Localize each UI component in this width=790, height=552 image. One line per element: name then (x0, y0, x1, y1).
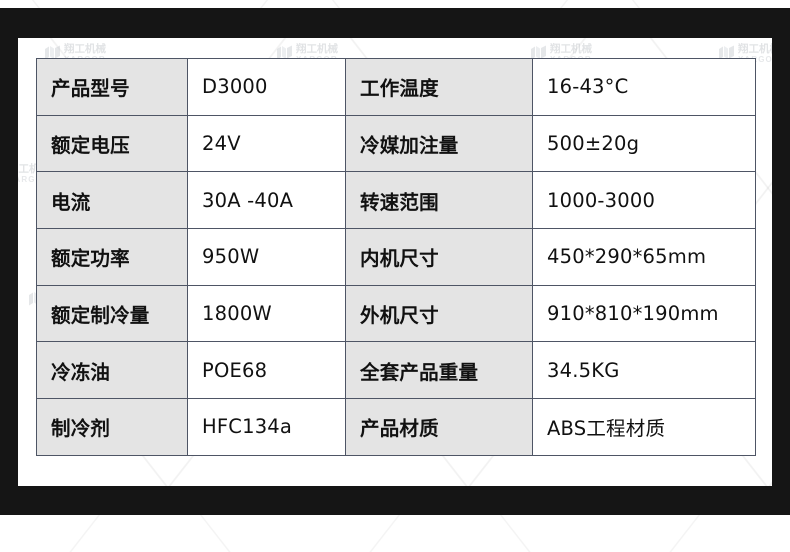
spec-value-cell: 910*810*190mm (532, 284, 756, 343)
table-row: 额定电压 24V 冷媒加注量 500±20g (36, 114, 756, 173)
spec-label-cell: 转速范围 (345, 171, 533, 230)
spec-label-cell: 额定电压 (36, 114, 188, 173)
spec-value-cell: 34.5KG (532, 341, 756, 400)
spec-label-cell: 产品型号 (36, 58, 188, 116)
table-row: 电流 30A -40A 转速范围 1000-3000 (36, 171, 756, 230)
spec-value-cell: POE68 (187, 341, 346, 400)
spec-value-cell: 950W (187, 228, 346, 286)
watermark-brand-cn: 翔工机械 (296, 43, 338, 55)
spec-label-cell: 制冷剂 (36, 398, 188, 456)
spec-value-cell: 450*290*65mm (532, 228, 756, 286)
spec-label-cell: 电流 (36, 171, 188, 230)
watermark-brand-cn: 翔工机械 (550, 43, 592, 55)
spec-value-cell: ABS工程材质 (532, 398, 756, 456)
spec-label-cell: 内机尺寸 (345, 228, 533, 286)
spec-label-cell: 冷媒加注量 (345, 114, 533, 173)
spec-table-body: 产品型号 D3000 工作温度 16-43°C 额定电压 24V 冷媒加注量 500±20g 电… (36, 58, 756, 456)
spec-value-cell: 30A -40A (187, 171, 346, 230)
spec-value-cell: HFC134a (187, 398, 346, 456)
spec-value-cell: 1000-3000 (532, 171, 756, 230)
table-row: 冷冻油 POE68 全套产品重量 34.5KG (36, 341, 756, 400)
spec-label-cell: 工作温度 (345, 58, 533, 116)
spec-value-cell: 16-43°C (532, 58, 756, 116)
white-spec-sheet: 翔工机械XARGOR翔工机械XARGOR翔工机械XARGOR翔工机械XARGOR… (18, 38, 772, 486)
table-row: 额定功率 950W 内机尺寸 450*290*65mm (36, 228, 756, 286)
table-row: 制冷剂 HFC134a 产品材质 ABS工程材质 (36, 398, 756, 456)
spec-label-cell: 冷冻油 (36, 341, 188, 400)
product-specification-table: 产品型号 D3000 工作温度 16-43°C 额定电压 24V 冷媒加注量 500±20g 电… (36, 58, 756, 456)
spec-value-cell: 1800W (187, 284, 346, 343)
spec-label-cell: 全套产品重量 (345, 341, 533, 400)
spec-label-cell: 外机尺寸 (345, 284, 533, 343)
watermark-brand-cn: 翔工机械 (738, 43, 772, 55)
spec-value-cell: 500±20g (532, 114, 756, 173)
spec-label-cell: 产品材质 (345, 398, 533, 456)
spec-value-cell: D3000 (187, 58, 346, 116)
table-row: 产品型号 D3000 工作温度 16-43°C (36, 58, 756, 116)
spec-label-cell: 额定功率 (36, 228, 188, 286)
spec-value-cell: 24V (187, 114, 346, 173)
spec-label-cell: 额定制冷量 (36, 284, 188, 343)
table-row: 额定制冷量 1800W 外机尺寸 910*810*190mm (36, 284, 756, 343)
watermark-brand-cn: 翔工机械 (64, 43, 106, 55)
